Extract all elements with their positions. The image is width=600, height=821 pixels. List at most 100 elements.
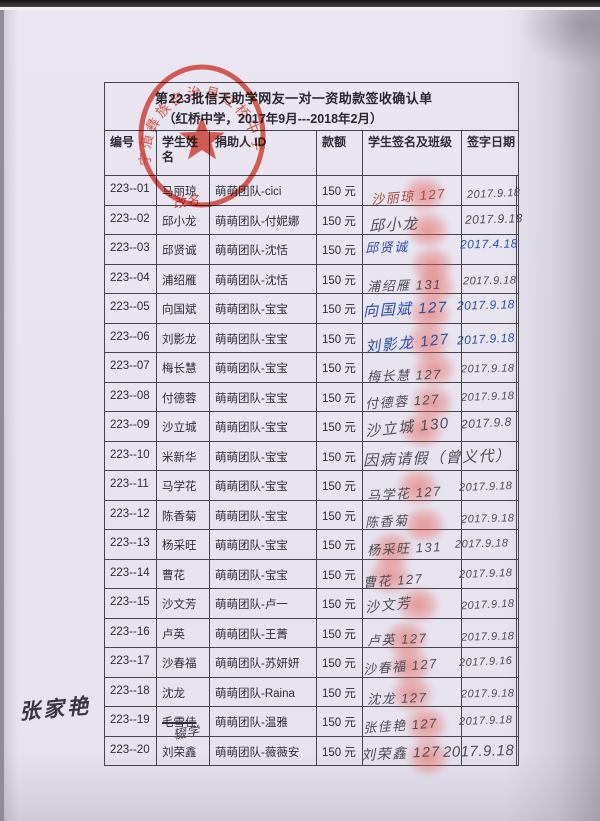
cell-sign-date [462,500,517,529]
table-row: 223--06 刘影龙 萌萌团队-宝宝 150 元刘影龙 127 2017.9.18 [105,321,518,362]
cell-student-name: 浦绍雁 [157,264,210,293]
cell-number: 223--11 [105,471,157,500]
handwritten-sign-date: 2017.9.18 [454,537,509,551]
cell-sign-date [462,382,517,411]
cell-donor-id: 萌萌团队-苏妍妍 [210,648,317,677]
table-row: 223--18 沈龙 萌萌团队-Raina 150 元沈龙 127 2017.9.18 [105,673,518,714]
cell-donor-id: 萌萌团队-cici [210,176,317,205]
paper-sheet: 第223批信天助学网友一对一资助款签收确认单 （红桥中学，2017年9月---2… [4,9,600,821]
handwritten-sign-date: 2017.9.18 [464,210,524,227]
cell-signature [363,559,462,588]
handwritten-signature: 沈龙 127 [366,689,428,707]
cell-number: 223--20 [105,736,157,765]
cell-student-name: 马丽琼 改名 [157,176,210,211]
cell-number: 223--01 [105,176,157,205]
cell-signature [363,677,462,706]
cell-sign-date [462,323,517,352]
cell-amount: 150 元 [317,618,363,647]
cell-amount: 150 元 [317,677,363,706]
handwritten-sign-date: 2017.9.16 [458,654,513,670]
handwritten-signature: 梅长慧 127 [366,366,443,385]
cell-sign-date [462,471,517,500]
fingerprint-mark [405,736,451,777]
table-row: 223--20 刘荣鑫 萌萌团队-薇薇安 150 元刘荣鑫 127 2017.9.18 [105,735,518,777]
cell-number: 223--06 [105,323,157,352]
cell-signature [363,736,462,765]
scan-edge-highlight [0,7,600,10]
cell-student-name: 沈龙 [157,677,210,706]
cell-number: 223--08 [105,382,157,411]
cell-student-name: 杨采旺 [157,530,210,559]
cell-signature [363,589,462,618]
cell-number: 223--14 [105,559,157,588]
student-name-text: 浦绍雁 [162,274,197,287]
table-row: 223--10 米新华 萌萌团队-宝宝 150 元因病请假（曾义代） [105,440,518,470]
fingerprint-mark [399,410,445,450]
cell-signature [363,530,462,559]
handwritten-sign-date: 2017.9.18 [458,480,513,494]
student-name-text: 梅长慧 [162,363,197,375]
cell-sign-date [462,618,517,647]
cell-amount: 150 元 [317,589,363,618]
cell-amount: 150 元 [317,176,363,205]
table-row: 223--13 杨采旺 萌萌团队-宝宝 150 元杨采旺 131 2017.9.18 [105,529,518,570]
cell-sign-date [462,412,517,441]
cell-donor-id: 萌萌团队-宝宝 [210,559,317,588]
fingerprint-mark [401,174,447,214]
cell-sign-date [462,441,517,470]
cell-student-name: 马学花 [157,471,210,500]
cell-donor-id: 萌萌团队-王菁 [210,618,317,647]
handwritten-signature: 卢英 127 [366,629,428,649]
cell-amount: 150 元 [317,294,363,323]
table-header-row: 编号 学生姓名 捐助人 ID 款额 学生签名及班级 签字日期 [105,130,518,175]
fingerprint-mark [395,467,441,507]
scan-edge-top [0,0,600,7]
student-name-text: 陈香菊 [162,510,197,523]
cell-number: 223--16 [105,618,157,647]
cell-amount: 150 元 [317,264,363,293]
handwritten-signature: 邱小龙 [368,215,419,235]
cell-signature [363,264,462,293]
cell-number: 223--04 [105,264,157,293]
table-row: 223--02 邱小龙 萌萌团队-付妮娜 150 元邱小龙 2017.9.18 [105,204,523,250]
cell-signature [363,618,462,647]
handwritten-signature: 曹花 127 [362,570,424,590]
cell-number: 223--15 [105,589,157,618]
cell-amount: 150 元 [317,353,363,382]
cell-sign-date [462,176,517,205]
header-cell-0: 编号 [105,131,157,175]
table-row: 223--16 卢英 萌萌团队-王菁 150 元卢英 127 2017.9.18 [105,617,518,659]
cell-student-name: 沙文芳 [157,589,210,618]
cell-number: 223--07 [105,353,157,382]
cell-donor-id: 萌萌团队-温雅 [210,707,317,736]
document-title: 第223批信天助学网友一对一资助款签收确认单 [155,91,433,106]
margin-handwriting: 张家艳 [18,694,92,725]
cell-number: 223--18 [105,677,157,706]
cell-amount: 150 元 [317,471,363,500]
cell-student-name: 曹花 [157,559,210,588]
student-name-text: 马学花 [162,481,197,493]
handwritten-sign-date: 2017.9.18 [466,186,521,202]
cell-amount: 150 元 [317,235,363,264]
handwritten-sign-date: 2017.9.18 [442,741,515,761]
student-name-text: 曹花 [162,569,185,582]
handwritten-signature: 邱贤诚 [364,239,409,256]
cell-signature [363,471,462,500]
cell-amount: 150 元 [317,648,363,677]
cell-amount: 150 元 [317,736,363,765]
cell-amount: 150 元 [317,441,363,470]
cell-donor-id: 萌萌团队-宝宝 [210,323,317,352]
cell-student-name: 梅长慧 [157,353,210,382]
cell-number: 223--13 [105,530,157,559]
cell-amount: 150 元 [317,530,363,559]
handwritten-sign-date: 2017.9.18 [456,297,516,313]
document-subtitle: （红桥中学，2017年9月---2018年2月） [163,112,383,126]
cell-student-name: 卢英 [157,618,210,647]
handwritten-sign-date: 2017.9.18 [460,629,515,644]
cell-sign-date [462,235,517,264]
fingerprint-mark [411,349,457,389]
student-name-text: 毛雪佳 [162,717,197,729]
handwritten-sign-date: 2017.9.8 [460,414,513,432]
student-name-text: 刘荣鑫 [162,746,197,759]
